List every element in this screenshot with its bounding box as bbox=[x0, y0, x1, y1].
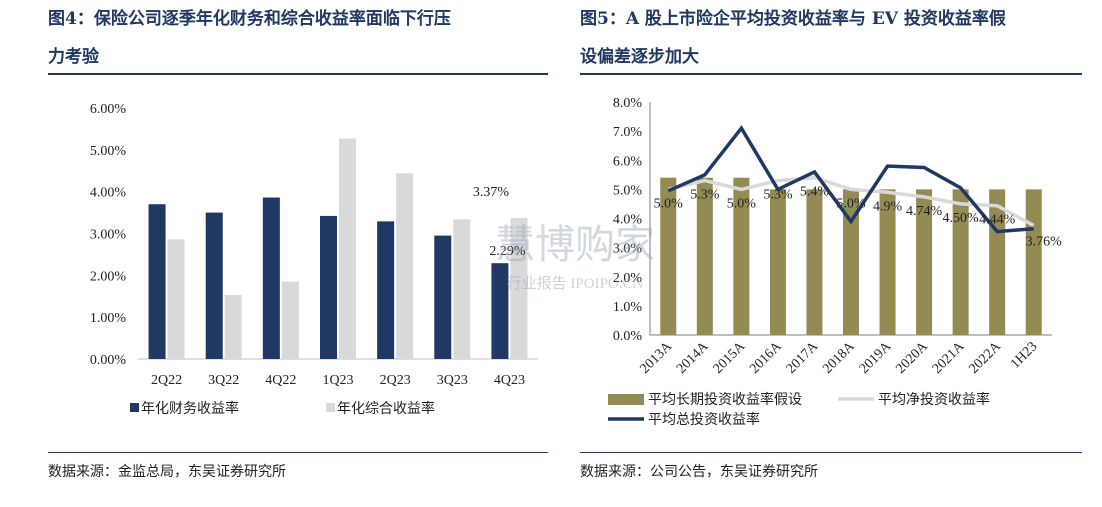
x-tick-label: 4Q23 bbox=[494, 373, 525, 388]
right-title-line1: 图5：A 股上市险企平均投资收益率与 EV 投资收益率假 bbox=[580, 9, 1006, 29]
y-tick-label: 7.0% bbox=[613, 125, 643, 140]
y-tick-label: 4.0% bbox=[613, 213, 643, 228]
y-tick-label: 2.00% bbox=[90, 269, 127, 284]
bar-comprehensive bbox=[339, 138, 356, 359]
y-tick-label: 8.0% bbox=[613, 96, 643, 111]
legend-label: 平均净投资收益率 bbox=[878, 391, 990, 408]
x-tick-label: 2Q22 bbox=[151, 373, 182, 388]
bar-financial bbox=[262, 197, 280, 359]
right-figure: 图5：A 股上市险企平均投资收益率与 EV 投资收益率假 设偏差逐步加大 0.0… bbox=[580, 0, 1082, 480]
bar-ev-assumption bbox=[952, 189, 969, 335]
bar-ev-assumption bbox=[879, 189, 896, 335]
bar-ev-assumption bbox=[660, 177, 677, 335]
bar-ev-assumption bbox=[733, 177, 750, 335]
legend-label: 平均总投资收益率 bbox=[648, 411, 760, 428]
bar-ev-assumption bbox=[806, 189, 823, 335]
y-tick-label: 0.00% bbox=[90, 353, 127, 368]
right-title-line2: 设偏差逐步加大 bbox=[580, 47, 699, 67]
bar-financial bbox=[320, 215, 337, 359]
legend-label: 年化综合收益率 bbox=[337, 400, 435, 417]
data-label-net: 5.3% bbox=[763, 188, 793, 203]
y-tick-label: 6.00% bbox=[90, 102, 127, 117]
x-tick-label: 1H23 bbox=[1008, 339, 1041, 372]
bar-financial bbox=[148, 204, 166, 359]
right-figure-title: 图5：A 股上市险企平均投资收益率与 EV 投资收益率假 设偏差逐步加大 bbox=[580, 0, 1082, 76]
data-label-financial: 2.29% bbox=[489, 244, 526, 259]
data-label-net: 3.76% bbox=[1026, 234, 1063, 249]
data-label-net: 5.0% bbox=[654, 196, 684, 211]
data-label-net: 5.0% bbox=[727, 196, 757, 211]
left-figure-title: 图4：保险公司逐季年化财务和综合收益率面临下行压 力考验 bbox=[48, 0, 548, 76]
y-tick-label: 6.0% bbox=[613, 154, 643, 169]
y-tick-label: 5.00% bbox=[90, 144, 127, 159]
data-label-net: 5.3% bbox=[690, 188, 720, 203]
legend-swatch-bar bbox=[608, 394, 644, 405]
y-tick-label: 3.0% bbox=[613, 242, 643, 257]
right-source: 数据来源：公司公告，东吴证券研究所 bbox=[580, 464, 818, 480]
x-tick-label: 2018A bbox=[820, 339, 858, 377]
x-tick-label: 3Q22 bbox=[208, 373, 239, 388]
bar-comprehensive bbox=[396, 173, 414, 359]
y-tick-label: 4.00% bbox=[90, 186, 127, 201]
left-title-rule bbox=[48, 73, 548, 75]
bar-comprehensive bbox=[167, 239, 185, 359]
bar-comprehensive bbox=[281, 281, 299, 359]
x-tick-label: 2022A bbox=[966, 339, 1004, 377]
data-label-net: 4.9% bbox=[873, 199, 903, 214]
left-title-line2: 力考验 bbox=[48, 47, 99, 67]
x-tick-label: 2013A bbox=[638, 339, 676, 377]
x-tick-label: 2021A bbox=[930, 339, 968, 377]
bar-ev-assumption bbox=[843, 189, 859, 335]
legend-label: 平均长期投资收益率假设 bbox=[648, 391, 802, 408]
y-tick-label: 1.00% bbox=[90, 311, 127, 326]
y-tick-label: 5.0% bbox=[613, 183, 643, 198]
bar-ev-assumption bbox=[916, 189, 933, 335]
x-tick-label: 2017A bbox=[784, 339, 822, 377]
left-title-line1: 图4：保险公司逐季年化财务和综合收益率面临下行压 bbox=[48, 9, 451, 29]
bar-financial bbox=[434, 235, 452, 359]
bar-financial bbox=[377, 221, 395, 359]
y-tick-label: 3.00% bbox=[90, 228, 127, 243]
data-label-net: 4.44% bbox=[979, 213, 1016, 228]
y-tick-label: 0.0% bbox=[613, 329, 643, 344]
bar-financial bbox=[205, 212, 223, 359]
legend-label: 年化财务收益率 bbox=[141, 400, 239, 417]
data-label-net: 5.4% bbox=[800, 185, 830, 200]
bar-ev-assumption bbox=[1025, 189, 1042, 335]
x-tick-label: 4Q22 bbox=[265, 373, 296, 388]
left-source: 数据来源：金监总局，东吴证券研究所 bbox=[48, 464, 286, 480]
bar-ev-assumption bbox=[696, 177, 713, 335]
bar-financial bbox=[491, 263, 509, 359]
x-tick-label: 2014A bbox=[674, 339, 712, 377]
data-label-net: 4.74% bbox=[906, 204, 943, 219]
x-tick-label: 2Q23 bbox=[380, 373, 411, 388]
bar-comprehensive bbox=[510, 218, 528, 359]
bar-ev-assumption bbox=[769, 189, 786, 335]
bar-ev-assumption bbox=[989, 189, 1006, 335]
y-tick-label: 2.0% bbox=[613, 271, 643, 286]
right-source-rule bbox=[580, 452, 1082, 453]
data-label-net: 4.50% bbox=[943, 211, 980, 226]
right-title-rule bbox=[580, 73, 1082, 75]
left-chart: 0.00% 1.00% 2.00% 3.00% 4.00% 5.00% 6.00% 2Q22 3… bbox=[90, 102, 538, 417]
bar-comprehensive bbox=[224, 294, 242, 359]
x-tick-label: 2015A bbox=[711, 339, 749, 377]
left-source-rule bbox=[48, 452, 548, 453]
line-total-yield bbox=[667, 125, 1034, 234]
data-label-comprehensive: 3.37% bbox=[473, 185, 510, 200]
legend-swatch bbox=[130, 403, 139, 412]
data-label-net: 5.0% bbox=[836, 196, 866, 211]
x-tick-label: 2020A bbox=[893, 339, 931, 377]
legend-swatch bbox=[326, 403, 335, 412]
right-chart: 0.0% 1.0% 2.0% 3.0% 4.0% 5.0% 6.0% 7.0% 8.0% 2013… bbox=[608, 96, 1063, 428]
x-tick-label: 2016A bbox=[747, 339, 785, 377]
x-tick-label: 3Q23 bbox=[437, 373, 468, 388]
left-figure: 图4：保险公司逐季年化财务和综合收益率面临下行压 力考验 0.00% 1.00% 2… bbox=[48, 0, 548, 480]
bar-comprehensive bbox=[453, 219, 471, 359]
x-tick-label: 2019A bbox=[857, 339, 895, 377]
x-tick-label: 1Q23 bbox=[322, 373, 353, 388]
y-tick-label: 1.0% bbox=[613, 300, 643, 315]
